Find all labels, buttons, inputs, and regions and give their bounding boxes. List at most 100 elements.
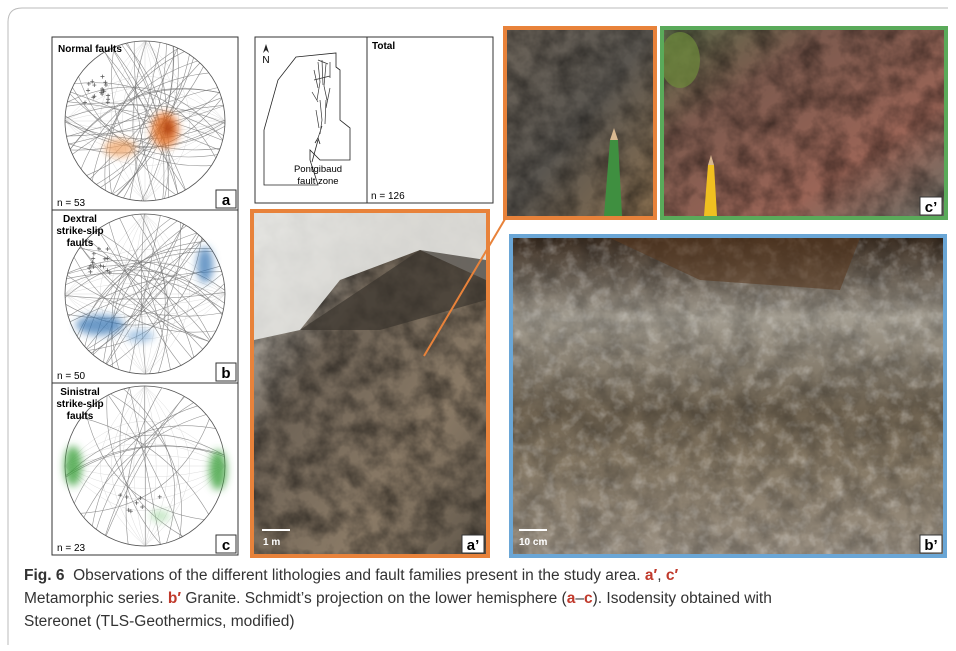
pole [92, 94, 97, 99]
caption-text: , [657, 567, 666, 584]
great-circle [96, 402, 194, 530]
great-circle [109, 222, 182, 367]
caption-text: Fig. 6 [24, 567, 65, 584]
photo-c-prime [660, 26, 948, 220]
pole [157, 494, 162, 499]
pole [128, 509, 133, 514]
great-circle [80, 418, 210, 514]
pole [100, 87, 105, 92]
total-panel [366, 36, 494, 204]
letter-box [215, 362, 237, 382]
pole [90, 79, 95, 84]
great-circle [129, 387, 161, 545]
caption-line: Fig. 6 Observations of the different lit… [24, 567, 678, 585]
graticule [144, 214, 157, 374]
density-b [76, 247, 213, 342]
great-circle [105, 395, 185, 536]
great-circle [65, 292, 225, 300]
pole [103, 82, 108, 87]
pole [105, 246, 110, 251]
great-circle [103, 225, 187, 363]
graticule [65, 465, 225, 489]
caption-text: b′ [167, 590, 182, 607]
pole [100, 74, 105, 79]
great-circle [125, 387, 163, 545]
pole [134, 500, 139, 505]
fault-traces [311, 59, 331, 139]
panel-title: strike-slip [56, 399, 103, 410]
count: n = 126 [371, 191, 405, 202]
panel-letter: b [221, 365, 230, 382]
great-circle [65, 115, 225, 148]
zone-pointer [311, 139, 319, 163]
north-arrow [263, 44, 269, 53]
pole [86, 81, 91, 86]
great-circle [66, 105, 224, 137]
density-c [64, 446, 227, 522]
great-circle [67, 86, 223, 141]
graticule [144, 214, 168, 374]
pole [101, 264, 106, 269]
pole [91, 264, 96, 269]
great-circle [65, 283, 225, 326]
caption-text: a′ [644, 567, 658, 584]
great-circle [108, 48, 179, 194]
great-circle [123, 388, 176, 544]
pole [105, 100, 110, 105]
pole [101, 89, 106, 94]
graticule [65, 120, 225, 155]
great-circle [67, 259, 223, 316]
great-circle [70, 91, 220, 151]
caption-line: Metamorphic series. b′ Granite. Schmidt’… [24, 590, 772, 608]
great-circle [87, 238, 204, 350]
great-circle [79, 246, 211, 341]
great-circle [131, 214, 169, 373]
graticule [144, 214, 190, 374]
great-circle [129, 42, 161, 200]
great-circle [119, 387, 161, 545]
great-circle [95, 230, 195, 358]
caption-text: – [575, 590, 584, 607]
great-circle [111, 218, 172, 370]
graticule [144, 41, 179, 201]
graticule [65, 465, 225, 478]
pole [91, 251, 96, 256]
panel-title: Normal faults [58, 44, 122, 55]
panel-letter: a’ [467, 537, 480, 554]
zone-label: fault zone [297, 176, 338, 187]
graticule [144, 386, 190, 546]
graticule [65, 120, 225, 133]
stereonet [64, 40, 226, 202]
pole [92, 83, 97, 88]
great-circle [73, 256, 217, 333]
pole [107, 270, 112, 275]
pole [103, 80, 108, 85]
great-circle [133, 41, 157, 201]
pole [138, 496, 143, 501]
great-circle [68, 97, 222, 145]
letter-box [919, 534, 943, 554]
letter-box [215, 534, 237, 554]
great-circle [119, 218, 171, 370]
photo-a-prime [250, 209, 490, 558]
caption-text: c′ [665, 567, 679, 584]
net-circle [64, 40, 226, 202]
arcs [65, 386, 225, 546]
pole [96, 246, 101, 251]
caption-text: c [583, 590, 593, 607]
great-circle [65, 120, 225, 148]
graticule [144, 386, 179, 546]
pole [88, 263, 93, 268]
great-circle [89, 62, 201, 180]
panel-letter: b’ [924, 537, 937, 554]
panel-title: faults [67, 238, 94, 249]
great-circle [105, 224, 185, 364]
great-circle [65, 269, 225, 304]
great-circle [87, 238, 203, 350]
letter-box [461, 534, 485, 554]
pole [106, 93, 111, 98]
graticule [144, 214, 179, 374]
great-circle [97, 229, 193, 359]
